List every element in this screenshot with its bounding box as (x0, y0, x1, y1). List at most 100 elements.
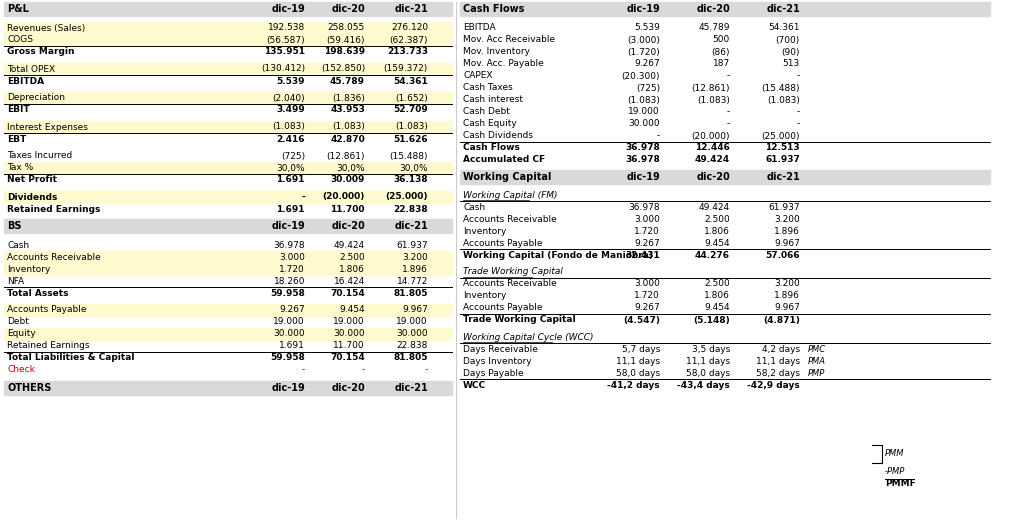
Text: (725): (725) (281, 151, 305, 161)
Text: Accounts Payable: Accounts Payable (463, 239, 543, 248)
Text: (25.000): (25.000) (762, 132, 800, 140)
Text: 9.267: 9.267 (280, 305, 305, 315)
Text: Retained Earnings: Retained Earnings (7, 204, 100, 214)
Text: 30.000: 30.000 (334, 330, 365, 339)
Text: Inventory: Inventory (463, 227, 507, 236)
Text: 44.276: 44.276 (695, 251, 730, 259)
Text: 54.361: 54.361 (393, 76, 428, 85)
Text: 2.500: 2.500 (339, 253, 365, 262)
Text: -: - (797, 120, 800, 128)
Bar (4, 328, 452, 340)
Text: 30.000: 30.000 (396, 330, 428, 339)
Text: 52.709: 52.709 (393, 106, 428, 114)
Text: Accounts Receivable: Accounts Receivable (463, 214, 557, 224)
Text: dic-19: dic-19 (627, 4, 660, 14)
Text: Cash Flows: Cash Flows (463, 144, 520, 152)
Text: dic-19: dic-19 (627, 172, 660, 182)
Text: Working Capital (Fondo de Maniobra): Working Capital (Fondo de Maniobra) (463, 251, 653, 259)
Text: -: - (797, 71, 800, 81)
Text: 19.000: 19.000 (629, 108, 660, 116)
Text: (725): (725) (636, 84, 660, 93)
Text: 45.789: 45.789 (698, 23, 730, 32)
Text: -: - (302, 366, 305, 374)
Text: 36.978: 36.978 (625, 155, 660, 164)
Text: (12.861): (12.861) (691, 84, 730, 93)
Text: 1.720: 1.720 (634, 227, 660, 236)
Text: 500: 500 (713, 35, 730, 45)
Text: 135.951: 135.951 (264, 47, 305, 57)
Text: WCC: WCC (463, 381, 486, 389)
Text: 198.639: 198.639 (324, 47, 365, 57)
Text: 1.691: 1.691 (280, 342, 305, 350)
Text: Cash Flows: Cash Flows (463, 4, 524, 14)
Text: 11.700: 11.700 (334, 342, 365, 350)
Text: Debt: Debt (7, 318, 29, 327)
Text: 45.789: 45.789 (330, 76, 365, 85)
Text: Accounts Receivable: Accounts Receivable (7, 253, 100, 262)
Text: 3.200: 3.200 (774, 280, 800, 289)
Text: dic-19: dic-19 (271, 383, 305, 393)
Text: 1.691: 1.691 (276, 204, 305, 214)
Text: 1.896: 1.896 (402, 265, 428, 274)
Text: 58,2 days: 58,2 days (756, 369, 800, 378)
Text: 12.446: 12.446 (695, 144, 730, 152)
Text: 58,0 days: 58,0 days (686, 369, 730, 378)
Text: 213.733: 213.733 (387, 47, 428, 57)
Text: Working Capital (FM): Working Capital (FM) (463, 190, 557, 200)
Bar (4, 162, 452, 174)
Text: 3.499: 3.499 (276, 106, 305, 114)
Text: 4,2 days: 4,2 days (762, 344, 800, 354)
Text: -: - (656, 132, 660, 140)
Text: 16.424: 16.424 (334, 277, 365, 285)
Text: 11,1 days: 11,1 days (756, 357, 800, 366)
Text: 11,1 days: 11,1 days (686, 357, 730, 366)
Text: Net Profit: Net Profit (7, 175, 57, 185)
Text: 1.896: 1.896 (774, 292, 800, 301)
Text: 59.958: 59.958 (270, 289, 305, 297)
Text: 30,0%: 30,0% (276, 163, 305, 173)
Bar (4, 263, 452, 275)
Text: dic-19: dic-19 (271, 221, 305, 231)
Text: 61.937: 61.937 (768, 202, 800, 212)
Text: (1.652): (1.652) (395, 94, 428, 102)
Text: 1.806: 1.806 (705, 292, 730, 301)
Text: -: - (361, 366, 365, 374)
Text: 59.958: 59.958 (270, 354, 305, 362)
Bar (460, 2, 990, 16)
Text: EBT: EBT (7, 135, 27, 144)
Text: 14.772: 14.772 (396, 277, 428, 285)
Text: 187: 187 (713, 59, 730, 69)
Text: Mov. Inventory: Mov. Inventory (463, 47, 530, 57)
Text: Trade Working Capital: Trade Working Capital (463, 316, 575, 324)
Text: 81.805: 81.805 (393, 289, 428, 297)
Text: Accounts Receivable: Accounts Receivable (463, 280, 557, 289)
Text: 1.691: 1.691 (276, 175, 305, 185)
Text: 1.896: 1.896 (774, 227, 800, 236)
Text: 49.424: 49.424 (695, 155, 730, 164)
Text: 11,1 days: 11,1 days (615, 357, 660, 366)
Text: Cash Dividends: Cash Dividends (463, 132, 534, 140)
Text: 36.978: 36.978 (625, 144, 660, 152)
Text: COGS: COGS (7, 35, 33, 45)
Text: 54.361: 54.361 (768, 23, 800, 32)
Text: (20.000): (20.000) (323, 192, 365, 201)
Text: Days Payable: Days Payable (463, 369, 523, 378)
Text: Total Liabilities & Capital: Total Liabilities & Capital (7, 354, 134, 362)
Text: (20.300): (20.300) (622, 71, 660, 81)
Text: 5.539: 5.539 (276, 76, 305, 85)
Text: -: - (425, 366, 428, 374)
Bar (4, 2, 452, 16)
Text: dic-20: dic-20 (696, 4, 730, 14)
Bar (4, 251, 452, 263)
Text: 57.066: 57.066 (765, 251, 800, 259)
Text: 11.700: 11.700 (331, 204, 365, 214)
Text: 9.967: 9.967 (402, 305, 428, 315)
Text: 61.937: 61.937 (765, 155, 800, 164)
Text: -: - (727, 108, 730, 116)
Text: (1.083): (1.083) (272, 123, 305, 132)
Text: Equity: Equity (7, 330, 36, 339)
Text: (59.416): (59.416) (327, 35, 365, 45)
Text: 36.138: 36.138 (393, 175, 428, 185)
Text: dic-20: dic-20 (331, 383, 365, 393)
Text: Total OPEX: Total OPEX (7, 64, 55, 73)
